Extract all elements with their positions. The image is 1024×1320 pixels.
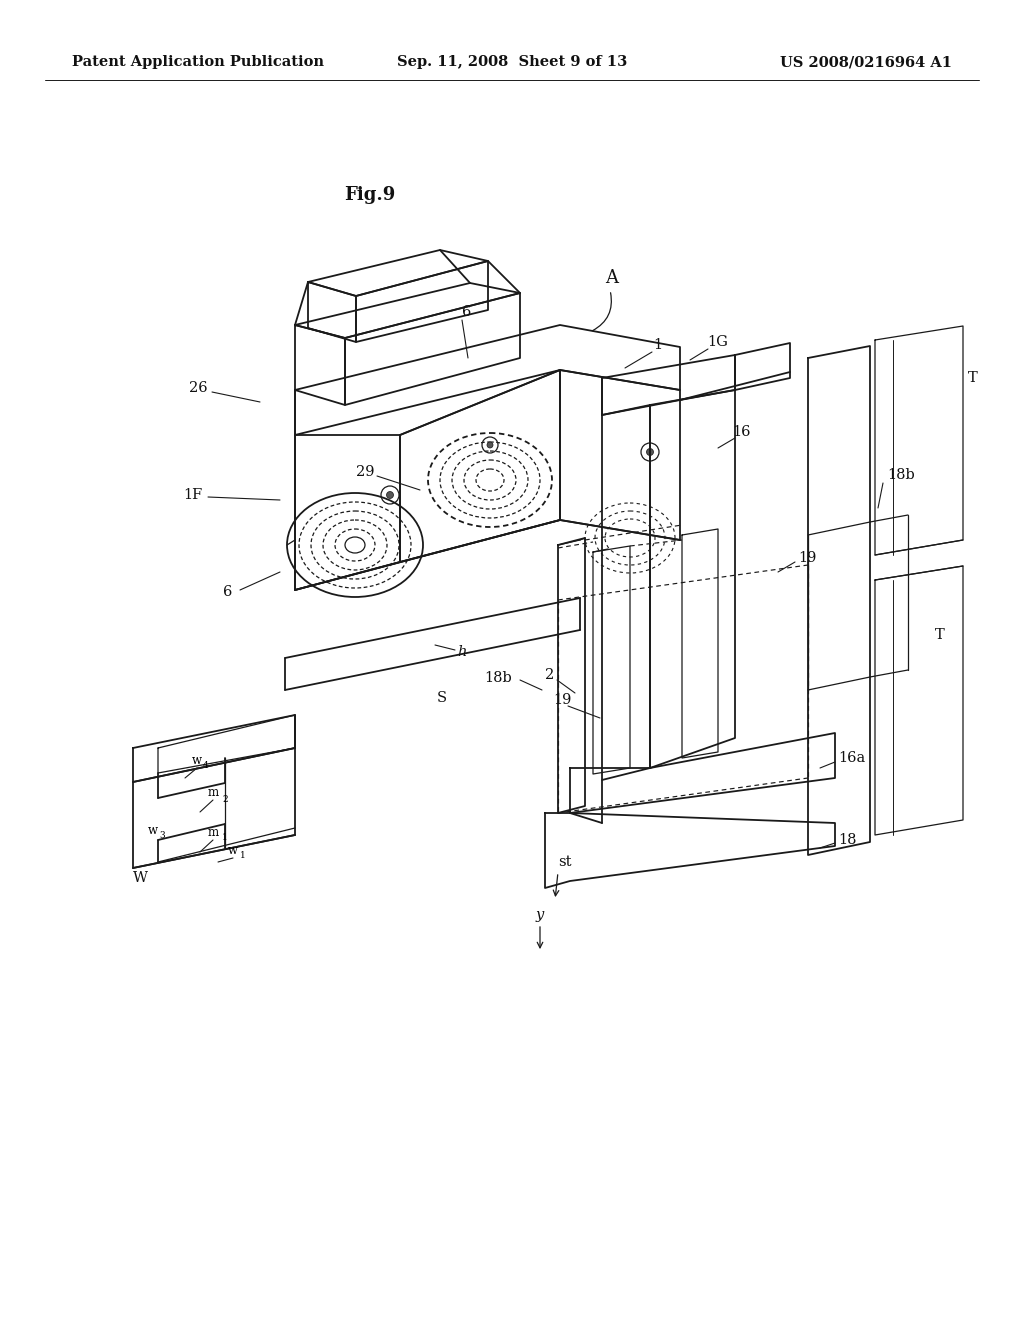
Text: w: w — [228, 843, 238, 857]
Text: 16a: 16a — [838, 751, 865, 766]
Text: 18: 18 — [838, 833, 856, 847]
Text: 4: 4 — [203, 760, 209, 770]
Text: y: y — [536, 908, 544, 921]
Text: w: w — [148, 824, 158, 837]
Text: 1: 1 — [653, 338, 663, 352]
Text: 2: 2 — [222, 795, 227, 804]
Text: Sep. 11, 2008  Sheet 9 of 13: Sep. 11, 2008 Sheet 9 of 13 — [397, 55, 627, 69]
Text: Patent Application Publication: Patent Application Publication — [72, 55, 324, 69]
Text: h: h — [458, 645, 467, 659]
Text: 1: 1 — [222, 833, 227, 842]
Text: T: T — [935, 628, 945, 642]
Text: 1F: 1F — [183, 488, 203, 502]
Text: US 2008/0216964 A1: US 2008/0216964 A1 — [780, 55, 952, 69]
Circle shape — [386, 491, 393, 499]
Text: 1: 1 — [240, 850, 246, 859]
Text: 16: 16 — [733, 425, 752, 440]
Text: 6: 6 — [223, 585, 232, 599]
Text: T: T — [968, 371, 978, 385]
Text: 19: 19 — [553, 693, 571, 708]
Circle shape — [646, 449, 653, 455]
Text: 1G: 1G — [708, 335, 728, 348]
Text: st: st — [558, 855, 571, 869]
Text: m: m — [208, 825, 219, 838]
Text: A: A — [605, 269, 618, 286]
Text: Fig.9: Fig.9 — [344, 186, 395, 205]
Text: 29: 29 — [355, 465, 374, 479]
Text: S: S — [437, 690, 447, 705]
Text: 3: 3 — [159, 830, 165, 840]
Text: w: w — [193, 754, 202, 767]
Text: 18b: 18b — [887, 469, 914, 482]
Circle shape — [487, 442, 493, 447]
Text: 18b: 18b — [484, 671, 512, 685]
Text: 2: 2 — [546, 668, 555, 682]
Text: 19: 19 — [798, 550, 816, 565]
Text: 6: 6 — [462, 305, 472, 319]
Text: W: W — [132, 871, 147, 884]
Text: m: m — [208, 787, 219, 800]
Text: 26: 26 — [188, 381, 207, 395]
